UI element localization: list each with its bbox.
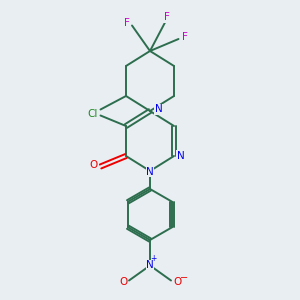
Text: O: O bbox=[119, 277, 127, 287]
Text: N: N bbox=[146, 260, 154, 271]
Text: N: N bbox=[177, 151, 184, 161]
Text: O: O bbox=[173, 277, 181, 287]
Text: +: + bbox=[150, 254, 157, 263]
Text: N: N bbox=[154, 104, 162, 115]
Text: −: − bbox=[179, 272, 188, 283]
Text: F: F bbox=[124, 17, 130, 28]
Text: F: F bbox=[164, 12, 169, 22]
Text: F: F bbox=[182, 32, 188, 43]
Text: Cl: Cl bbox=[87, 109, 97, 119]
Text: N: N bbox=[146, 167, 154, 177]
Text: O: O bbox=[90, 160, 98, 170]
